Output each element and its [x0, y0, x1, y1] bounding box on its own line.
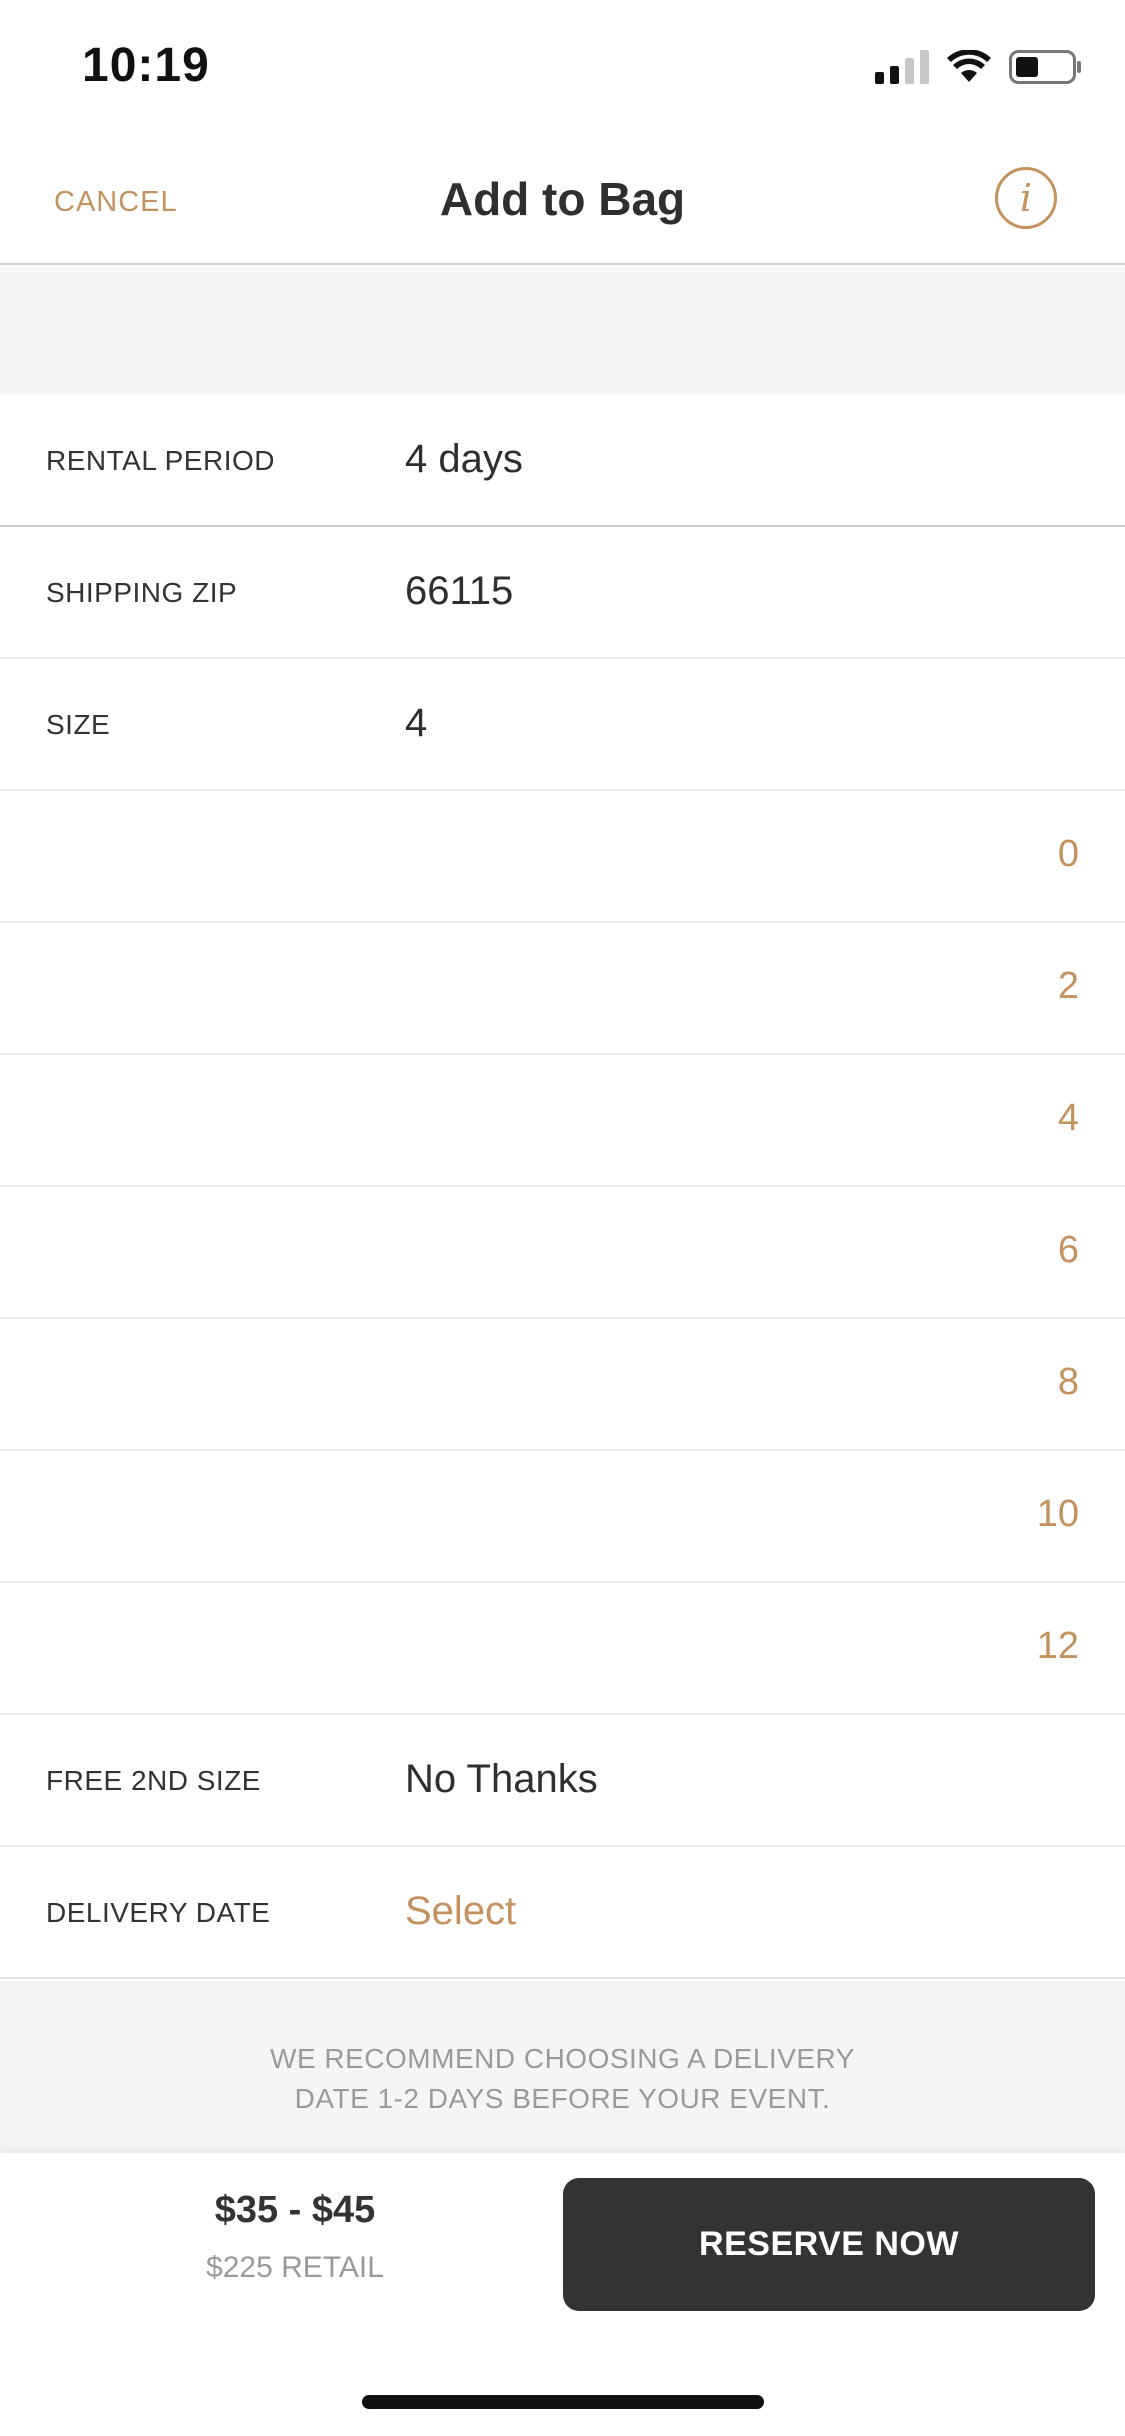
size-option[interactable]: 2 [0, 923, 1125, 1055]
delivery-recommendation: WE RECOMMEND CHOOSING A DELIVERY DATE 1-… [0, 1981, 1125, 2153]
add-to-bag-form: RENTAL PERIOD 4 days SHIPPING ZIP 66115 … [0, 395, 1125, 1979]
size-option[interactable]: 12 [0, 1583, 1125, 1715]
delivery-date-row[interactable]: DELIVERY DATE Select [0, 1847, 1125, 1979]
rental-period-row[interactable]: RENTAL PERIOD 4 days [0, 395, 1125, 527]
rental-period-label: RENTAL PERIOD [46, 445, 275, 476]
status-bar: 10:19 [0, 0, 1125, 132]
recommendation-line-2: DATE 1-2 DAYS BEFORE YOUR EVENT. [294, 2083, 831, 2114]
size-option-label: 4 [1057, 1097, 1079, 1139]
size-option-label: 6 [1057, 1229, 1079, 1271]
free-second-size-value: No Thanks [405, 1757, 598, 1801]
nav-bar: CANCEL Add to Bag i [0, 132, 1125, 265]
shipping-zip-value[interactable]: 66115 [405, 569, 514, 613]
retail-price: $225 RETAIL [206, 2251, 384, 2284]
status-icons [875, 50, 1083, 84]
size-label: SIZE [46, 709, 111, 740]
size-option-label: 2 [1057, 965, 1079, 1007]
free-second-size-label: FREE 2ND SIZE [46, 1765, 261, 1796]
size-row[interactable]: SIZE 4 [0, 659, 1125, 791]
size-option-label: 0 [1057, 833, 1079, 875]
free-second-size-row[interactable]: FREE 2ND SIZE No Thanks [0, 1715, 1125, 1847]
checkout-footer: $35 - $45 $225 RETAIL RESERVE NOW [0, 2153, 1125, 2436]
rental-price: $35 - $45 [214, 2189, 376, 2231]
info-icon[interactable]: i [995, 167, 1057, 229]
signal-icon [875, 50, 929, 84]
shipping-zip-row[interactable]: SHIPPING ZIP 66115 [0, 527, 1125, 659]
size-value: 4 [405, 701, 428, 745]
cancel-button[interactable]: CANCEL [54, 186, 178, 218]
status-time: 10:19 [82, 39, 210, 92]
size-option[interactable]: 0 [0, 791, 1125, 923]
size-option[interactable]: 10 [0, 1451, 1125, 1583]
size-option[interactable]: 6 [0, 1187, 1125, 1319]
recommendation-line-1: WE RECOMMEND CHOOSING A DELIVERY [270, 2043, 855, 2074]
home-indicator[interactable] [362, 2395, 764, 2409]
delivery-date-select[interactable]: Select [405, 1889, 517, 1933]
battery-icon [1009, 50, 1081, 84]
reserve-now-button[interactable]: RESERVE NOW [563, 2178, 1095, 2311]
rental-period-value: 4 days [405, 437, 523, 481]
page-title: Add to Bag [439, 173, 686, 225]
delivery-date-label: DELIVERY DATE [46, 1897, 271, 1928]
shipping-zip-label: SHIPPING ZIP [46, 577, 238, 608]
wifi-icon [947, 50, 991, 82]
size-option-label: 12 [1036, 1625, 1079, 1667]
size-option[interactable]: 4 [0, 1055, 1125, 1187]
header-spacer [0, 267, 1125, 395]
size-option-label: 8 [1057, 1361, 1079, 1403]
size-option[interactable]: 8 [0, 1319, 1125, 1451]
size-option-label: 10 [1036, 1493, 1079, 1535]
